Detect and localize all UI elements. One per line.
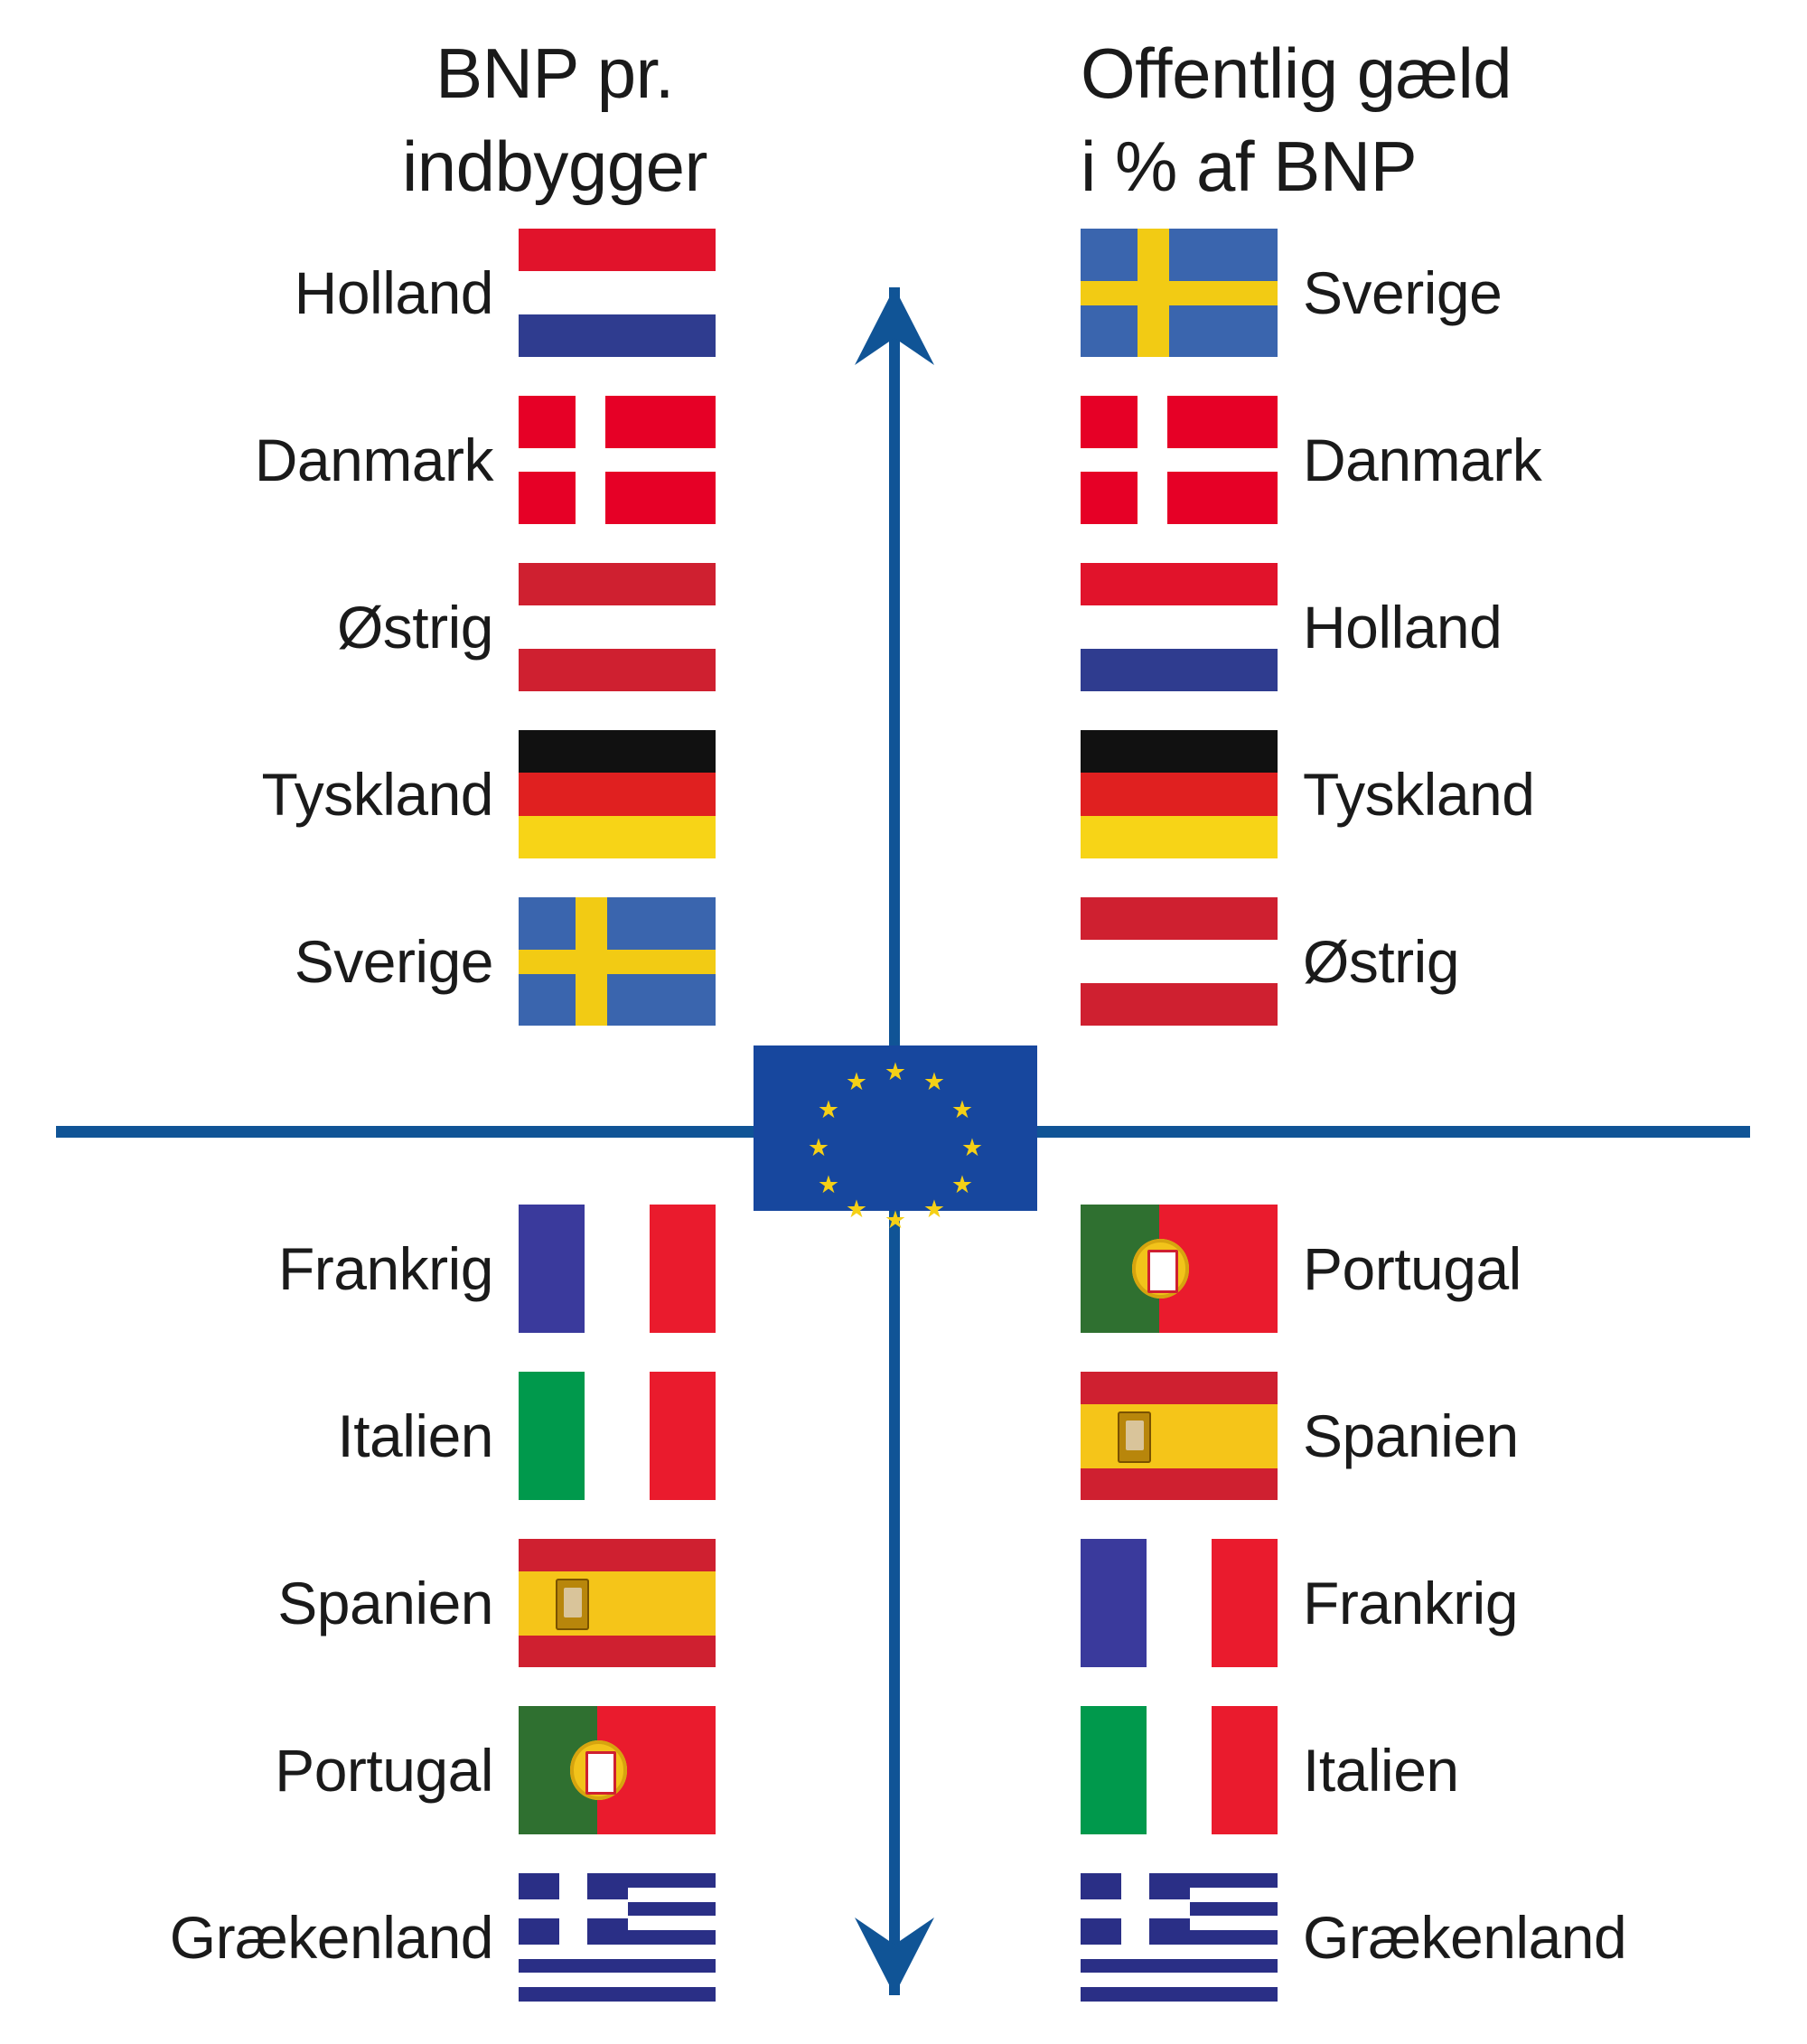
- eu-star-icon: ★: [884, 1058, 907, 1085]
- flag-sweden-icon: [1081, 229, 1278, 357]
- list-item-left-6[interactable]: Frankrig: [108, 1205, 716, 1333]
- country-label: Grækenland: [1303, 1904, 1627, 1971]
- eu-star-icon: ★: [950, 1096, 974, 1123]
- list-item-left-4[interactable]: Tyskland: [108, 730, 716, 858]
- flag-portugal-icon: [519, 1706, 716, 1834]
- country-label: Østrig: [336, 594, 494, 661]
- country-label: Portugal: [1303, 1235, 1521, 1302]
- flag-france-icon: [1081, 1539, 1278, 1667]
- eu-star-icon: ★: [960, 1134, 984, 1161]
- list-item-right-9[interactable]: Italien: [1081, 1706, 1713, 1834]
- country-label: Østrig: [1303, 928, 1460, 995]
- eu-star-icon: ★: [950, 1171, 974, 1198]
- flag-germany-icon: [519, 730, 716, 858]
- eu-star-icon: ★: [817, 1171, 840, 1198]
- eu-flag: ★ ★ ★ ★ ★ ★ ★ ★ ★ ★ ★ ★: [754, 1045, 1037, 1233]
- flag-netherlands-icon: [519, 229, 716, 357]
- list-item-left-8[interactable]: Spanien: [108, 1539, 716, 1667]
- list-item-right-6[interactable]: Portugal: [1081, 1205, 1713, 1333]
- flag-italy-icon: [519, 1372, 716, 1500]
- flag-spain-icon: [519, 1539, 716, 1667]
- flag-austria-icon: [519, 563, 716, 691]
- flag-netherlands-icon: [1081, 563, 1278, 691]
- list-item-left-1[interactable]: Holland: [108, 229, 716, 357]
- flag-sweden-icon: [519, 897, 716, 1026]
- eu-star-icon: ★: [884, 1206, 907, 1233]
- flag-austria-icon: [1081, 897, 1278, 1026]
- flag-portugal-icon: [1081, 1205, 1278, 1333]
- country-label: Sverige: [1303, 259, 1503, 326]
- column-heading-public-debt: Offentlig gæld i % af BNP: [1081, 33, 1512, 206]
- country-label: Danmark: [254, 427, 494, 493]
- arrow-up-icon: [851, 287, 938, 369]
- country-label: Holland: [1303, 594, 1503, 661]
- eu-star-icon: ★: [845, 1195, 868, 1223]
- country-label: Portugal: [275, 1737, 493, 1804]
- flag-denmark-icon: [1081, 396, 1278, 524]
- eu-star-icon: ★: [922, 1068, 946, 1095]
- country-label: Frankrig: [277, 1235, 494, 1302]
- list-item-right-3[interactable]: Holland: [1081, 563, 1713, 691]
- list-item-left-5[interactable]: Sverige: [108, 897, 716, 1026]
- flag-germany-icon: [1081, 730, 1278, 858]
- flag-greece-icon: [519, 1873, 716, 2002]
- country-label: Italien: [337, 1402, 493, 1469]
- list-item-right-1[interactable]: Sverige: [1081, 229, 1713, 357]
- list-item-right-2[interactable]: Danmark: [1081, 396, 1713, 524]
- country-label: Tyskland: [261, 761, 494, 828]
- list-item-left-3[interactable]: Østrig: [108, 563, 716, 691]
- list-item-left-10[interactable]: Grækenland: [108, 1873, 716, 2002]
- column-heading-gdp-per-capita: BNP pr. indbygger: [401, 33, 708, 206]
- country-label: Frankrig: [1303, 1570, 1519, 1636]
- flag-greece-icon: [1081, 1873, 1278, 2002]
- flag-france-icon: [519, 1205, 716, 1333]
- arrow-down-icon: [851, 1914, 938, 1995]
- eu-star-icon: ★: [817, 1096, 840, 1123]
- list-item-right-5[interactable]: Østrig: [1081, 897, 1713, 1026]
- country-label: Sverige: [294, 928, 494, 995]
- country-label: Grækenland: [169, 1904, 494, 1971]
- country-label: Tyskland: [1303, 761, 1535, 828]
- list-item-right-8[interactable]: Frankrig: [1081, 1539, 1713, 1667]
- eu-star-icon: ★: [922, 1195, 946, 1223]
- country-label: Danmark: [1303, 427, 1542, 493]
- country-label: Italien: [1303, 1737, 1459, 1804]
- eu-star-icon: ★: [807, 1134, 830, 1161]
- list-item-left-2[interactable]: Danmark: [108, 396, 716, 524]
- list-item-left-7[interactable]: Italien: [108, 1372, 716, 1500]
- country-label: Spanien: [1303, 1402, 1519, 1469]
- list-item-right-4[interactable]: Tyskland: [1081, 730, 1713, 858]
- country-label: Spanien: [277, 1570, 493, 1636]
- flag-spain-icon: [1081, 1372, 1278, 1500]
- list-item-right-7[interactable]: Spanien: [1081, 1372, 1713, 1500]
- eu-star-icon: ★: [845, 1068, 868, 1095]
- flag-denmark-icon: [519, 396, 716, 524]
- flag-italy-icon: [1081, 1706, 1278, 1834]
- list-item-left-9[interactable]: Portugal: [108, 1706, 716, 1834]
- list-item-right-10[interactable]: Grækenland: [1081, 1873, 1713, 2002]
- country-label: Holland: [294, 259, 494, 326]
